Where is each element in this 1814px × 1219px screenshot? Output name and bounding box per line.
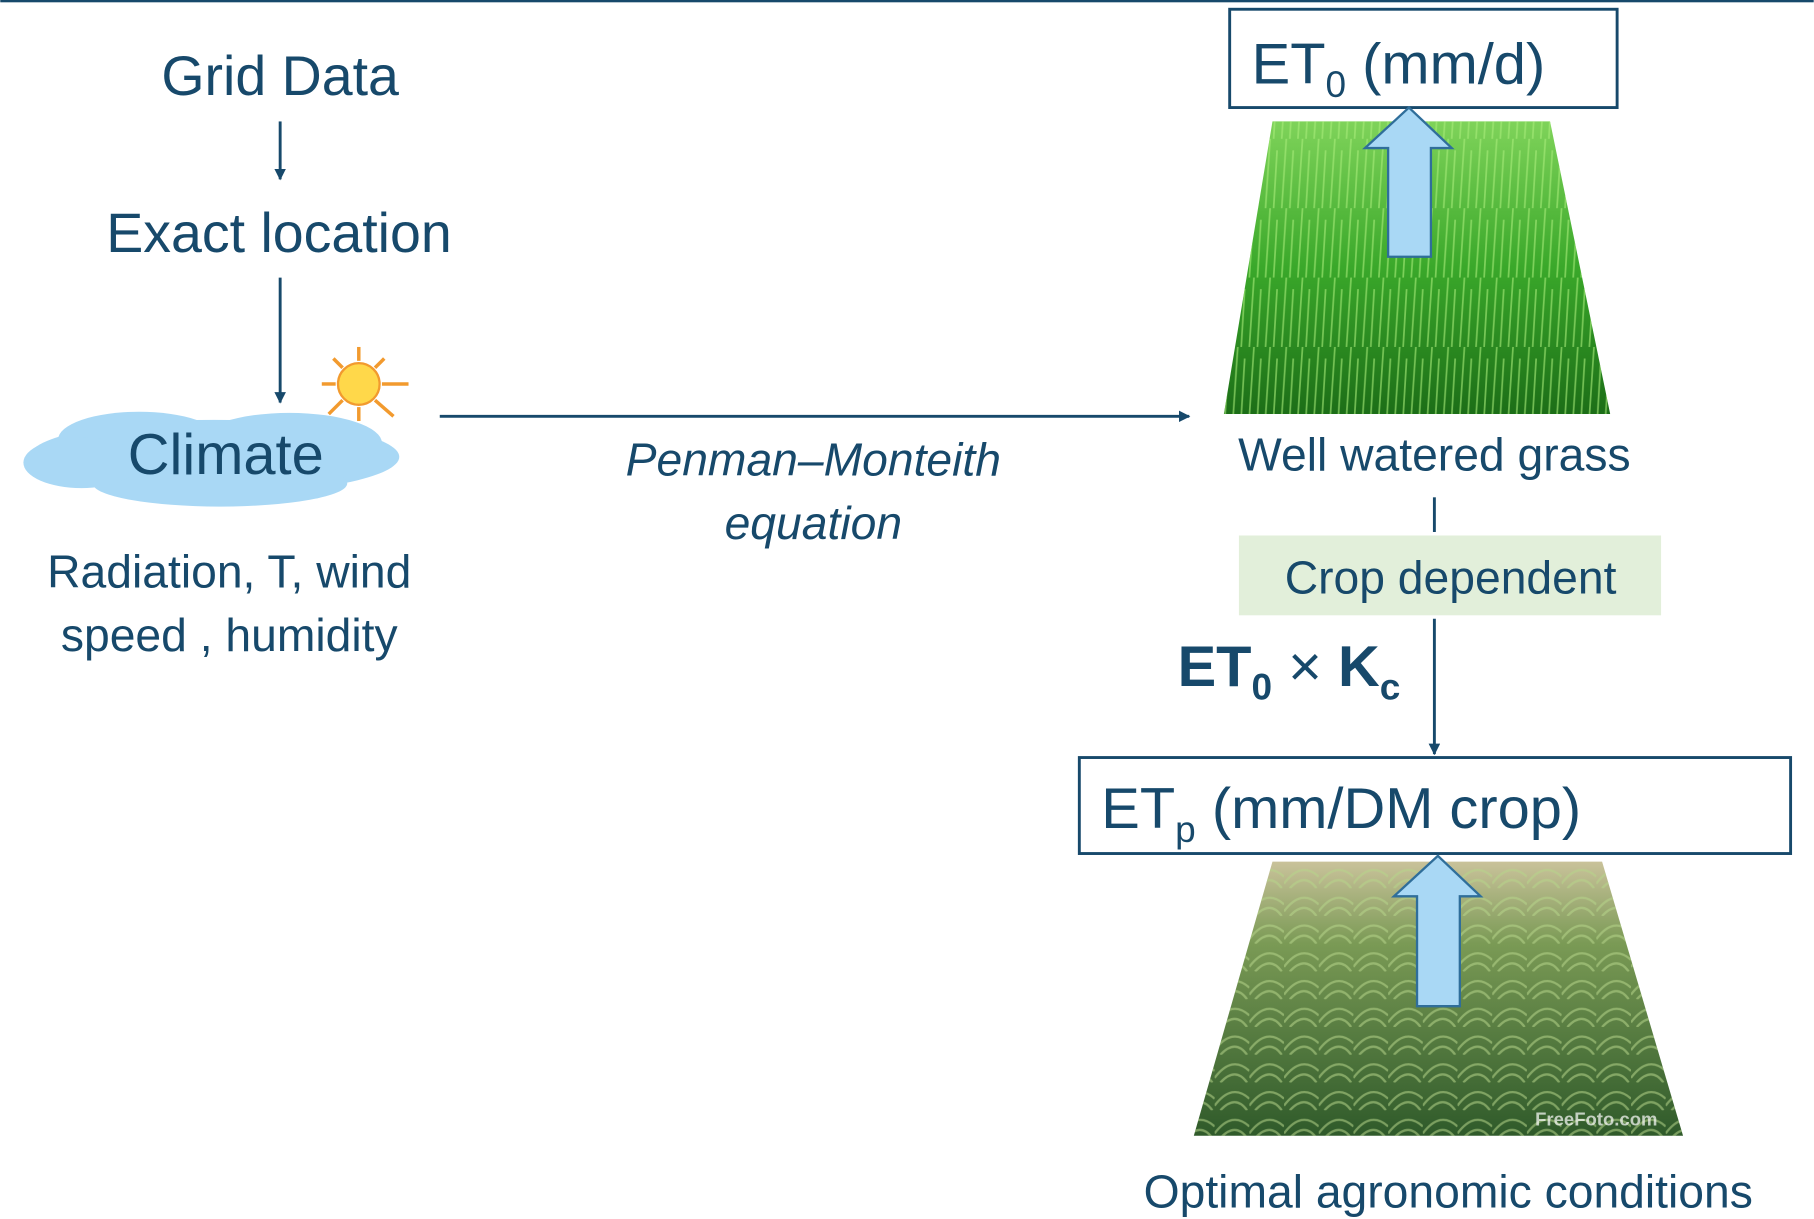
text: ET — [1178, 635, 1252, 699]
subscript: c — [1380, 667, 1401, 708]
grass-label: Well watered grass — [1238, 429, 1630, 481]
crop-dependent: Crop dependent — [1285, 551, 1617, 603]
text: (mm/DM crop) — [1196, 777, 1581, 841]
up-arrow — [1362, 105, 1455, 258]
cloud — [23, 411, 400, 507]
etp-box — [1077, 756, 1793, 855]
et0-label: ET0 (mm/d) — [1252, 32, 1546, 105]
climate-detail: Radiation, T, wind — [47, 546, 411, 598]
subscript: 0 — [1326, 64, 1347, 105]
grass-texture — [1223, 121, 1611, 415]
grid-data: Grid Data — [161, 45, 399, 107]
text: × — [1272, 635, 1338, 699]
watermark: FreeFoto.com — [1535, 1108, 1657, 1129]
exact-location: Exact location — [106, 202, 452, 264]
up-arrow — [1390, 854, 1484, 1008]
text: (mm/d) — [1346, 32, 1545, 96]
method: equation — [725, 497, 902, 549]
text: ET — [1252, 32, 1326, 96]
top-rule — [0, 0, 1814, 3]
subscript: p — [1175, 809, 1196, 850]
method: Penman–Monteith — [626, 433, 1001, 485]
climate-detail: speed , humidity — [61, 609, 399, 661]
crop-label: Optimal agronomic conditions — [1144, 1165, 1753, 1217]
formula: ET0 × Kc — [1178, 635, 1401, 708]
sun-icon — [321, 346, 409, 421]
et0-box — [1228, 7, 1619, 110]
text: K — [1338, 635, 1380, 699]
crop-dependent-box — [1238, 535, 1662, 616]
etp-label: ETp (mm/DM crop) — [1101, 777, 1581, 850]
text: ET — [1101, 777, 1175, 841]
climate: Climate — [128, 423, 324, 487]
subscript: 0 — [1252, 667, 1273, 708]
